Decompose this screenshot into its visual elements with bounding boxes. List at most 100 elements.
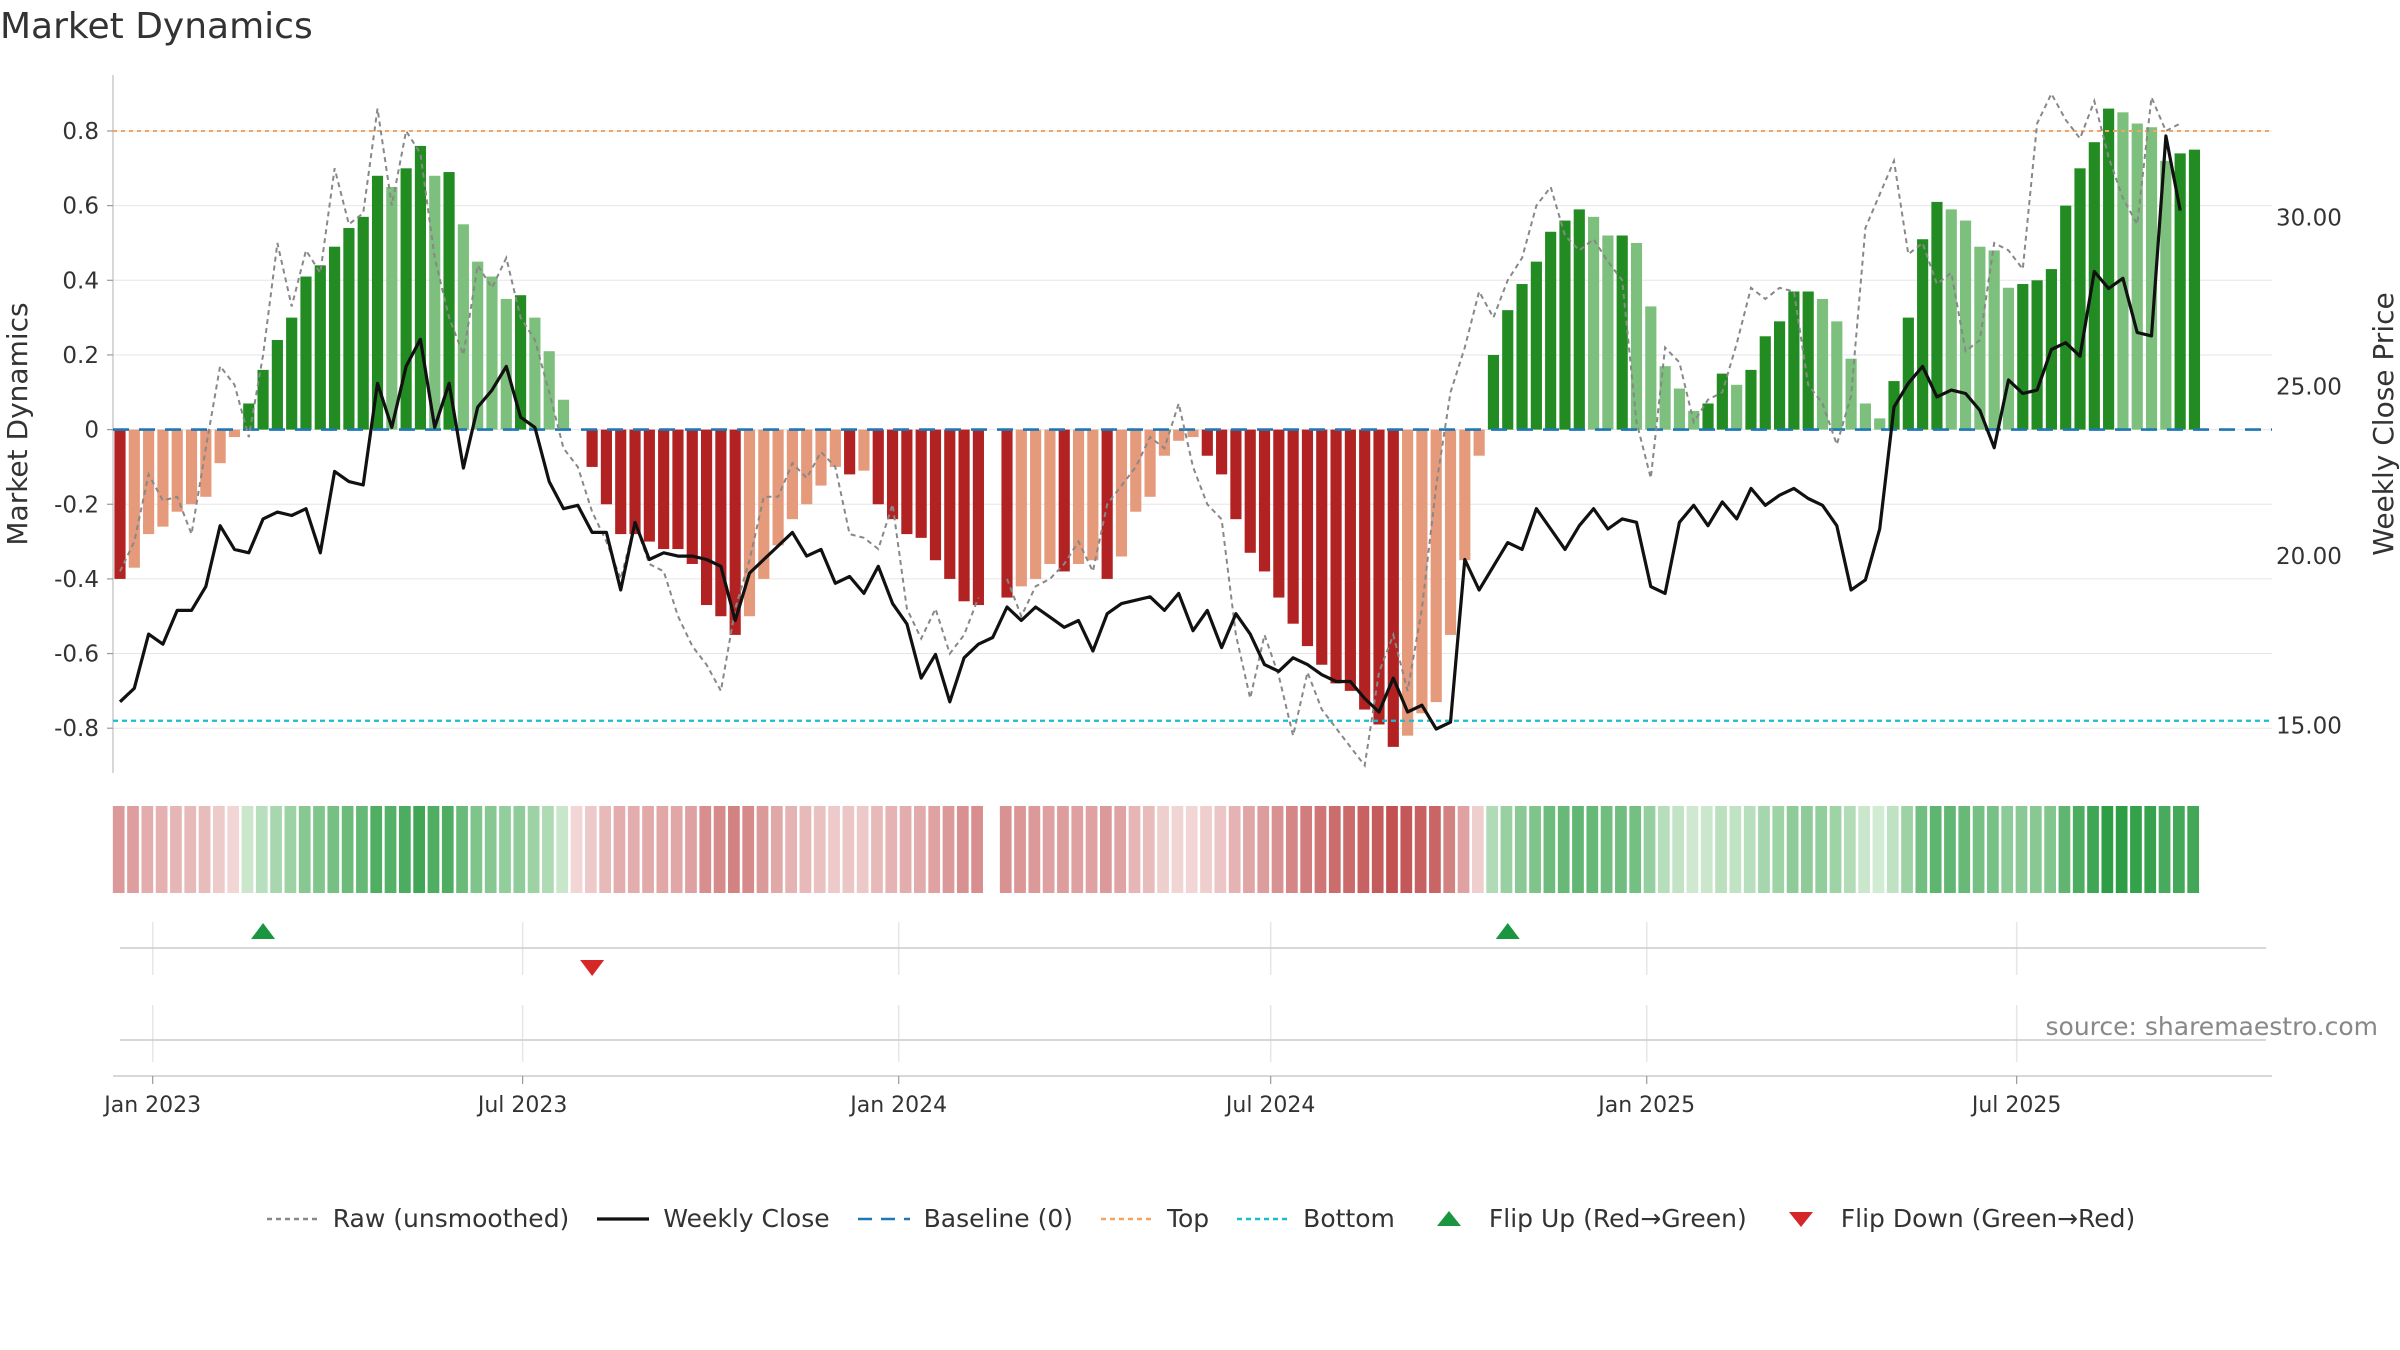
momentum-bar [1959, 220, 1972, 430]
momentum-bar [1373, 429, 1385, 725]
momentum-bar [743, 429, 756, 617]
heat-cell [656, 806, 669, 893]
momentum-bar [1015, 429, 1027, 587]
heat-cell [1314, 806, 1327, 893]
momentum-bar [1130, 429, 1142, 512]
momentum-bar [1173, 429, 1185, 441]
heat-cell [1400, 806, 1413, 893]
legend-label: Flip Up (Red→Green) [1488, 1204, 1747, 1233]
momentum-bar [1573, 209, 1585, 430]
heat-cell [284, 806, 297, 893]
legend-item: Bottom [1235, 1204, 1395, 1233]
momentum-bar [872, 429, 884, 505]
momentum-bar [1845, 358, 1857, 430]
legend-swatch-icon [857, 1217, 910, 1220]
momentum-bar [1087, 429, 1099, 561]
momentum-bar [314, 265, 326, 430]
heat-cell [1371, 806, 1384, 893]
heat-cell [456, 806, 468, 893]
heat-cell [370, 806, 383, 893]
heat-cell [1572, 806, 1584, 893]
heat-cell [470, 806, 483, 893]
heat-cell [241, 806, 254, 893]
heat-cell [1057, 806, 1069, 893]
momentum-bar [271, 340, 283, 430]
momentum-bar [1702, 403, 1714, 430]
heat-cell [1414, 806, 1427, 893]
heat-cell [1586, 806, 1599, 893]
momentum-bar [1673, 388, 1686, 430]
heat-cell [270, 806, 282, 893]
heat-cell [484, 806, 497, 893]
heat-cell [728, 806, 740, 893]
momentum-bar [457, 224, 469, 430]
x-tick-label: Jul 2023 [476, 1093, 568, 1118]
heat-cell [441, 806, 454, 893]
momentum-bar [2188, 149, 2201, 430]
heat-cell [1843, 806, 1856, 893]
momentum-bar [371, 175, 384, 430]
momentum-bar [2117, 112, 2129, 430]
heat-cell [1257, 806, 1270, 893]
heat-cell [141, 806, 154, 893]
momentum-bar [772, 429, 784, 546]
y-axis-title: Market Dynamics [1, 302, 34, 545]
momentum-bar [228, 429, 241, 438]
legend-swatch-icon [597, 1216, 650, 1221]
heat-cell [1629, 806, 1642, 893]
momentum-bar [1831, 321, 1843, 430]
momentum-bar [1616, 235, 1628, 430]
momentum-bar [257, 369, 269, 430]
momentum-bar [686, 429, 698, 564]
momentum-bar [557, 399, 570, 430]
heat-cell [1729, 806, 1742, 893]
heat-cell [1386, 806, 1398, 893]
heat-cell [1987, 806, 1999, 893]
heat-cell [642, 806, 654, 893]
heat-cell [1514, 806, 1527, 893]
momentum-bar [1530, 261, 1542, 430]
momentum-bar [615, 429, 627, 535]
momentum-bar [1115, 429, 1128, 557]
heat-cell [1471, 806, 1484, 893]
heat-cell [198, 806, 211, 893]
heat-cell [2158, 806, 2171, 893]
heat-cell [971, 806, 983, 893]
heat-cell [1772, 806, 1785, 893]
momentum-bar [1816, 298, 1829, 430]
heat-cell [2173, 806, 2185, 893]
heat-cell [413, 806, 426, 893]
heat-cell [570, 806, 583, 893]
momentum-bar [915, 429, 927, 538]
momentum-bar [2060, 205, 2072, 430]
heat-cell [1085, 806, 1098, 893]
heat-cell [2130, 806, 2142, 893]
heat-cell [1343, 806, 1355, 893]
heat-cell [899, 806, 912, 893]
heat-cell [1758, 806, 1770, 893]
momentum-bar [1473, 429, 1485, 456]
momentum-bar [929, 429, 942, 561]
heat-cell [1543, 806, 1556, 893]
momentum-bar [2031, 280, 2043, 430]
momentum-bar [472, 261, 484, 430]
momentum-bar [1459, 429, 1471, 561]
y-tick-label: -0.8 [54, 716, 99, 742]
flip-up-marker [251, 923, 276, 939]
heat-cell [1128, 806, 1141, 893]
legend-item: Raw (unsmoothed) [265, 1204, 569, 1233]
momentum-bar [429, 175, 441, 430]
momentum-bar [658, 429, 670, 550]
heat-cell [1929, 806, 1942, 893]
momentum-bar [1788, 291, 1800, 430]
heat-cell [2001, 806, 2014, 893]
heat-cell [1285, 806, 1298, 893]
y-tick-label: 0.6 [62, 194, 99, 220]
momentum-bar [2017, 284, 2029, 430]
heat-cell [699, 806, 712, 893]
y-tick-label: 0.4 [62, 268, 99, 294]
heat-cell [1114, 806, 1127, 893]
momentum-bar [1974, 246, 1986, 430]
heat-cell [184, 806, 197, 893]
momentum-bar [1230, 429, 1242, 520]
